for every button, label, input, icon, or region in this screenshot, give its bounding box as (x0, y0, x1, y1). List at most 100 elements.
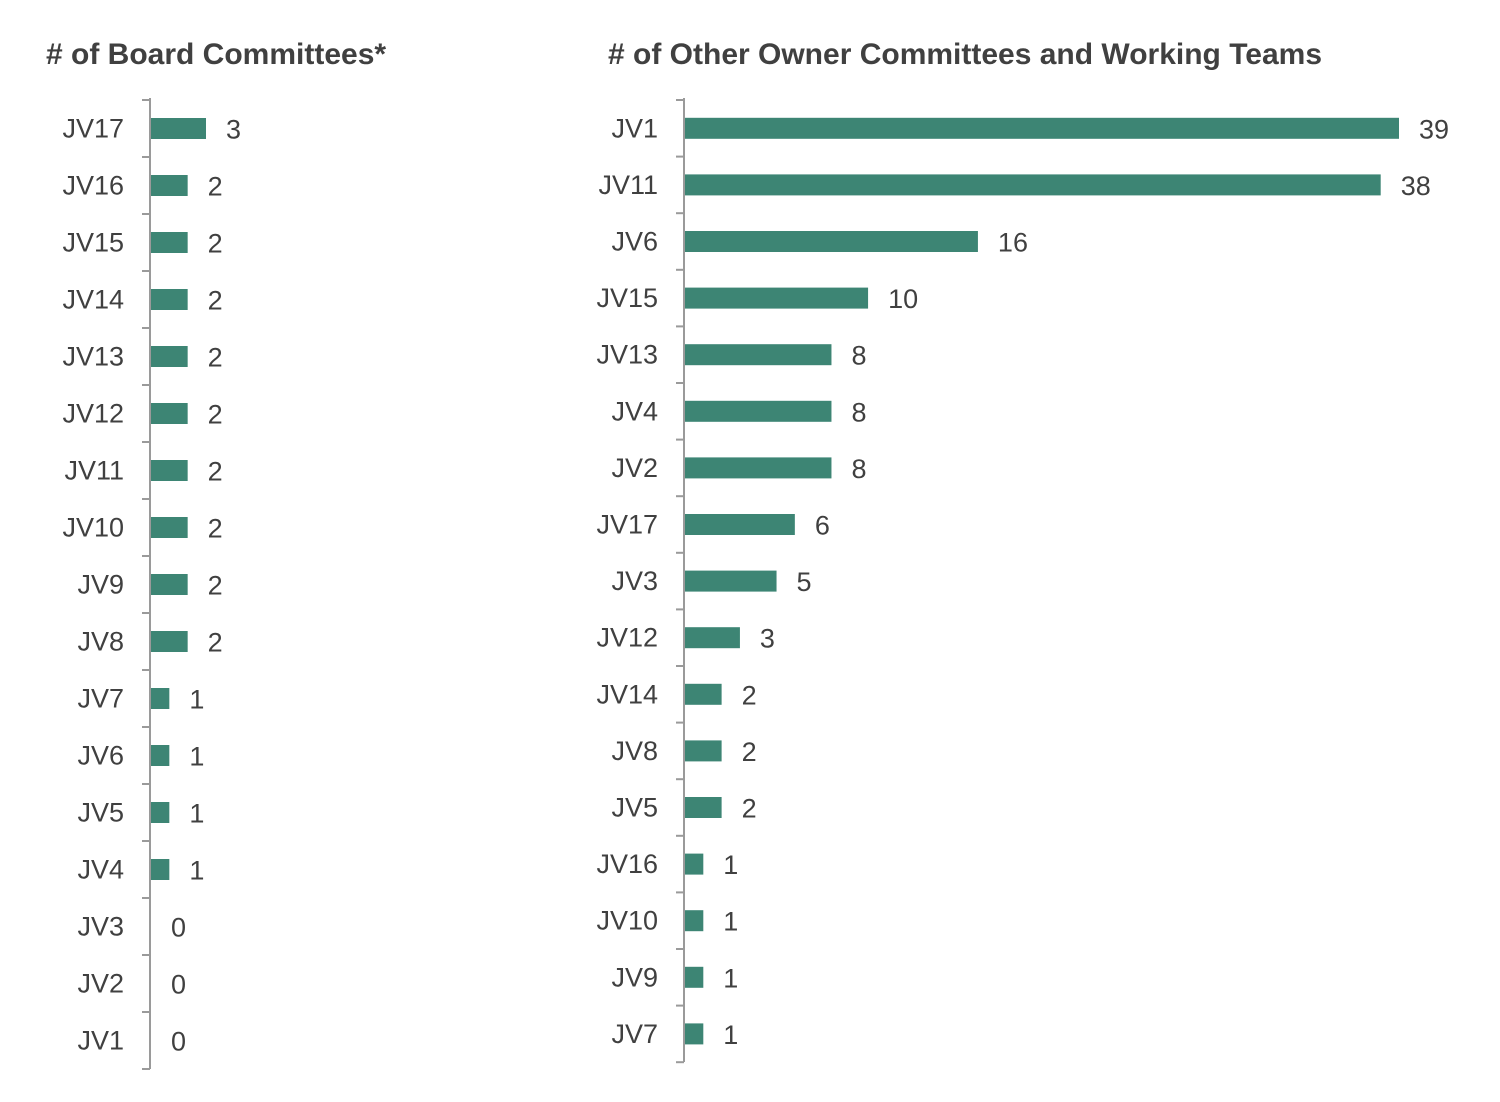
data-label: 3 (760, 624, 775, 654)
category-label: JV9 (77, 570, 124, 600)
data-label: 1 (189, 799, 204, 829)
category-label: JV1 (77, 1026, 124, 1056)
data-label: 8 (851, 454, 866, 484)
data-label: 2 (742, 680, 757, 710)
category-label: JV4 (611, 396, 658, 426)
other-committees-chart: # of Other Owner Committees and Working … (596, 38, 1449, 1064)
data-label: 0 (171, 970, 186, 1000)
bar (151, 346, 188, 367)
bar (685, 344, 832, 366)
data-label: 2 (208, 172, 223, 202)
bar (151, 403, 188, 424)
bar (151, 118, 206, 139)
category-label: JV11 (64, 456, 124, 486)
category-label: JV16 (62, 171, 124, 201)
category-label: JV10 (62, 513, 124, 543)
category-label: JV5 (611, 793, 658, 823)
data-label: 2 (742, 737, 757, 767)
bar (151, 289, 188, 310)
category-label: JV12 (62, 399, 124, 429)
category-label: JV12 (596, 623, 658, 653)
bar (151, 517, 188, 538)
category-label: JV6 (77, 741, 124, 771)
bar (685, 1023, 704, 1045)
bar (685, 683, 722, 705)
data-label: 1 (189, 742, 204, 772)
bar (685, 627, 740, 649)
data-label: 2 (208, 628, 223, 658)
data-label: 2 (208, 343, 223, 373)
category-label: JV8 (77, 627, 124, 657)
bar (151, 175, 188, 196)
category-label: JV3 (611, 566, 658, 596)
category-label: JV4 (77, 855, 124, 885)
data-label: 1 (189, 685, 204, 715)
category-label: JV1 (611, 113, 658, 143)
data-label: 39 (1419, 114, 1449, 144)
bar (685, 400, 832, 422)
data-label: 10 (888, 284, 918, 314)
bar (151, 688, 170, 709)
data-label: 1 (723, 907, 738, 937)
category-label: JV8 (611, 736, 658, 766)
chart-title: # of Other Owner Committees and Working … (608, 38, 1322, 71)
board-committees-chart: # of Board Committees* JV17 3 JV16 2 JV15 2 JV… (46, 38, 386, 1070)
bar (685, 910, 704, 932)
data-label: 2 (208, 400, 223, 430)
data-label: 1 (723, 1020, 738, 1050)
category-label: JV2 (611, 453, 658, 483)
category-label: JV7 (77, 684, 124, 714)
data-label: 5 (797, 567, 812, 597)
data-label: 2 (742, 794, 757, 824)
bar (685, 457, 832, 479)
bar (685, 853, 704, 875)
bar (685, 740, 722, 762)
data-label: 1 (723, 850, 738, 880)
bar (151, 859, 170, 880)
bar (151, 574, 188, 595)
bar (685, 797, 722, 818)
category-label: JV6 (611, 227, 658, 257)
data-label: 8 (851, 397, 866, 427)
bar (685, 287, 869, 309)
bar (685, 231, 978, 252)
category-label: JV14 (596, 679, 658, 709)
data-label: 2 (208, 286, 223, 316)
data-label: 2 (208, 229, 223, 259)
data-label: 2 (208, 457, 223, 487)
data-label: 0 (171, 913, 186, 943)
category-label: JV15 (62, 228, 124, 258)
category-label: JV9 (611, 962, 658, 992)
bar (685, 514, 795, 535)
category-label: JV7 (611, 1019, 658, 1049)
category-label: JV10 (596, 906, 658, 936)
data-label: 38 (1401, 171, 1431, 201)
bar (685, 570, 777, 592)
category-label: JV5 (77, 798, 124, 828)
bar (685, 966, 704, 988)
bar (151, 745, 170, 766)
category-label: JV15 (596, 283, 658, 313)
data-label: 8 (851, 341, 866, 371)
category-label: JV3 (77, 912, 124, 942)
category-label: JV16 (596, 849, 658, 879)
data-label: 6 (815, 511, 830, 541)
bar (151, 631, 188, 652)
bar (151, 460, 188, 481)
category-label: JV2 (77, 969, 124, 999)
data-label: 2 (208, 571, 223, 601)
bar (685, 117, 1399, 139)
data-label: 2 (208, 514, 223, 544)
bar (151, 232, 188, 253)
data-label: 1 (723, 963, 738, 993)
bar (685, 174, 1381, 196)
data-label: 1 (189, 856, 204, 886)
category-label: JV14 (62, 285, 124, 315)
data-label: 3 (226, 115, 241, 145)
data-label: 16 (998, 228, 1028, 258)
chart-title: # of Board Committees* (46, 38, 386, 71)
data-label: 0 (171, 1027, 186, 1057)
category-label: JV17 (62, 114, 124, 144)
category-label: JV11 (598, 170, 658, 200)
